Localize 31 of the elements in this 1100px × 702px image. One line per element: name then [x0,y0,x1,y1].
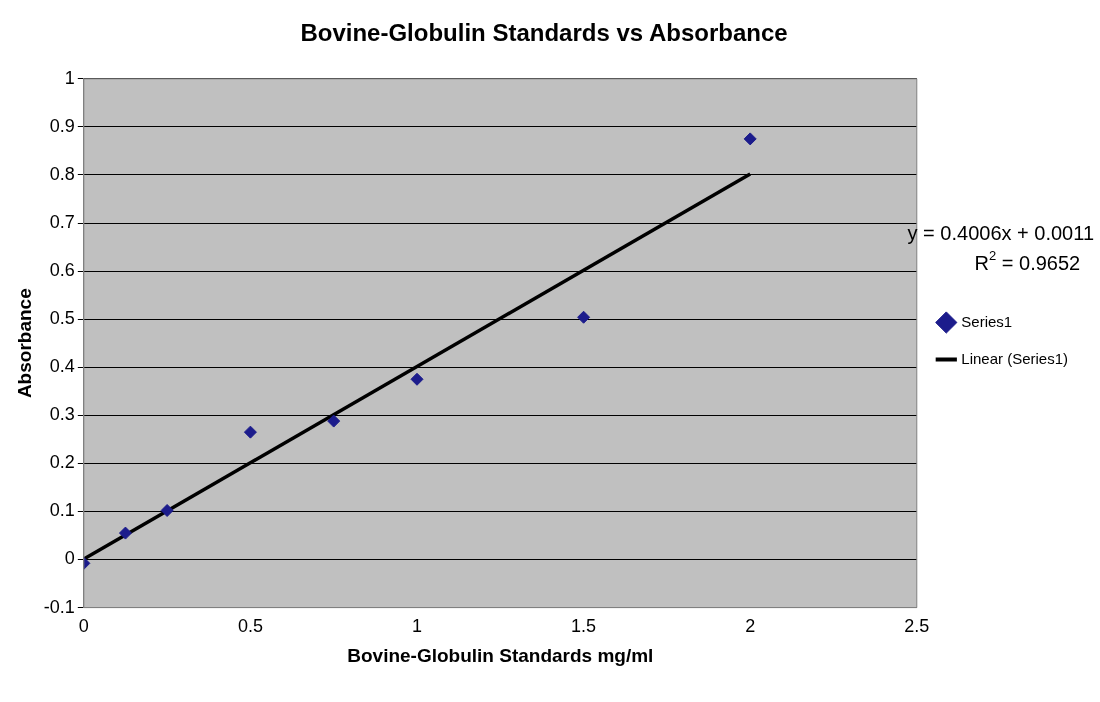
x-tick-label: 2.5 [904,616,930,637]
point [160,503,174,517]
y-tick-label: 0.7 [49,211,75,232]
y-tick-label: 0.8 [49,163,75,184]
point [118,526,132,540]
x-tick-label: 1.5 [571,616,597,637]
x-tick-label: 2 [745,616,756,637]
y-tick-label: 1 [64,67,75,88]
point [577,310,591,324]
x-tick-label: 0 [78,616,89,637]
y-tick-label: 0.3 [49,404,75,425]
annotation: y = 0.4006x + 0.0011 [907,221,1095,244]
y-tick-label: 0.4 [49,356,75,377]
x-tick-label: 1 [412,616,423,637]
x-axis-title: Bovine-Globulin Standards mg/ml [347,644,654,666]
y-tick-label: 0.6 [49,260,75,281]
y-tick-label: 0.2 [49,452,75,473]
chart-title: Bovine-Globulin Standards vs Absorbance [300,19,788,47]
x-tick-label: 0.5 [237,616,263,637]
y-tick-label: -0.1 [43,596,75,617]
legend-label: Linear (Series1) [961,349,1068,367]
y-tick-label: 0.5 [49,308,75,329]
y-axis-title: Absorbance [13,288,35,399]
point [743,132,757,146]
y-tick-label: 0.1 [49,500,75,521]
point [327,414,341,428]
point [243,425,257,439]
y-tick-label: 0.9 [49,115,75,136]
legend-label: Series1 [961,312,1013,330]
y-tick-label: 0 [64,548,75,569]
point [410,372,424,386]
